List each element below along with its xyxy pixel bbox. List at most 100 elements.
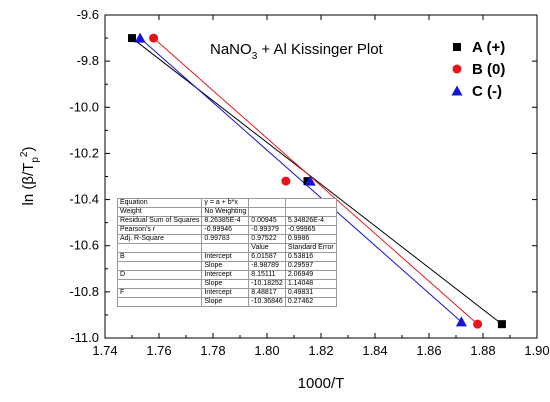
data-point-c	[455, 316, 467, 327]
data-point-b	[281, 176, 291, 186]
data-point-c	[134, 32, 146, 43]
x-axis: 1.74 1.76 1.78 1.80 1.82 1.84 1.86 1.88 1.90	[92, 15, 550, 358]
y-axis: -9.6 -9.8 -10.0 -10.2 -10.4 -10.6 -10.8 -11.0	[69, 7, 537, 345]
x-tick-label: 1.84	[362, 343, 387, 358]
legend-label: B (0)	[472, 61, 505, 78]
table-cell: No Weighting	[201, 207, 250, 217]
table-cell	[116, 243, 203, 253]
table-cell: Residual Sum of Squares	[116, 216, 203, 226]
table-cell: 0.49831	[284, 288, 337, 298]
table-cell: 0.97522	[248, 234, 286, 244]
table-cell: Equation	[116, 198, 203, 208]
table-cell: B	[116, 252, 203, 262]
table-cell: 0.9986	[284, 234, 337, 244]
table-cell: 0.29597	[284, 261, 337, 271]
table-row: Weight No Weighting	[116, 207, 337, 217]
legend-label: A (+)	[472, 39, 505, 56]
fit-lines	[131, 37, 503, 325]
table-row: F Intercept 8.48817 0.49831	[116, 288, 337, 298]
data-point-b	[149, 33, 159, 43]
x-tick-label: 1.82	[308, 343, 333, 358]
table-cell: 1.14048	[284, 279, 337, 289]
table-cell: Slope	[201, 297, 250, 307]
table-row: Pearson's r -0.99946 -0.99379 -0.99965	[116, 225, 337, 235]
table-cell	[116, 297, 203, 307]
table-row: D Intercept 8.15111 2.06949	[116, 270, 337, 280]
table-cell: -10.18252	[248, 279, 286, 289]
y-tick-label: -10.0	[69, 99, 99, 114]
legend: A (+) B (0) C (-)	[451, 39, 505, 100]
table-cell: 8.48817	[248, 288, 286, 298]
table-cell: -0.99379	[248, 225, 286, 235]
data-point-a	[128, 34, 136, 43]
table-row: Slope -10.36846 0.27462	[116, 297, 337, 307]
legend-marker-c	[451, 85, 463, 96]
table-cell: 0.53816	[284, 252, 337, 262]
x-tick-label: 1.74	[92, 343, 117, 358]
table-cell	[116, 279, 203, 289]
table-cell	[248, 198, 286, 208]
table-header-row: Value Standard Error	[116, 243, 337, 253]
x-tick-label: 1.88	[470, 343, 495, 358]
y-axis-title: ln (β/Tp2)	[19, 147, 41, 206]
table-cell: F	[116, 288, 203, 298]
table-row: Equation y = a + b*x	[116, 198, 337, 208]
legend-marker-a	[453, 43, 461, 51]
data-points	[128, 32, 506, 329]
table-row: B Intercept 6.01587 0.53816	[116, 252, 337, 262]
table-cell: 2.06949	[284, 270, 337, 280]
table-cell	[116, 261, 203, 271]
x-tick-label: 1.90	[524, 343, 549, 358]
table-cell: Weight	[116, 207, 203, 217]
table-cell: y = a + b*x	[201, 198, 250, 208]
legend-label: C (-)	[472, 83, 502, 100]
table-cell: Slope	[201, 279, 250, 289]
table-cell: -0.99946	[201, 225, 250, 235]
table-cell	[201, 243, 250, 253]
data-point-c	[304, 175, 316, 186]
table-cell	[248, 207, 286, 217]
table-cell: Adj. R-Square	[116, 234, 203, 244]
table-row: Slope -8.98789 0.29597	[116, 261, 337, 271]
table-cell: Slope	[201, 261, 250, 271]
x-tick-label: 1.86	[416, 343, 441, 358]
x-tick-label: 1.78	[200, 343, 225, 358]
table-cell: 0.00945	[248, 216, 286, 226]
table-cell: Intercept	[201, 270, 250, 280]
table-cell: -10.36846	[248, 297, 286, 307]
chart-title: NaNO3 + Al Kissinger Plot	[210, 41, 384, 62]
y-tick-label: -9.8	[77, 53, 99, 68]
table-cell: Value	[248, 243, 286, 253]
table-cell: 8.26385E-4	[201, 216, 250, 226]
table-cell: Standard Error	[284, 243, 337, 253]
table-cell: Intercept	[201, 288, 250, 298]
x-axis-title: 1000/T	[298, 375, 345, 392]
data-point-a	[497, 320, 506, 329]
table-cell	[284, 198, 337, 208]
fit-line-c	[139, 37, 462, 323]
table-cell: -0.99965	[284, 225, 337, 235]
table-cell: 5.34826E-4	[284, 216, 337, 226]
table-cell: 6.01587	[248, 252, 286, 262]
table-cell: Intercept	[201, 252, 250, 262]
data-point-b	[473, 319, 483, 329]
fit-line-b	[153, 37, 478, 325]
table-cell: Pearson's r	[116, 225, 203, 235]
legend-marker-b	[452, 64, 462, 74]
y-tick-label: -9.6	[77, 7, 99, 22]
table-cell: 0.27462	[284, 297, 337, 307]
y-tick-label: -10.6	[69, 238, 99, 253]
table-row: Slope -10.18252 1.14048	[116, 279, 337, 289]
x-tick-label: 1.76	[146, 343, 171, 358]
fit-results-table: Equation y = a + b*x Weight No Weighting Res…	[116, 198, 337, 307]
x-tick-label: 1.80	[254, 343, 279, 358]
table-cell	[284, 207, 337, 217]
table-row: Residual Sum of Squares 8.26385E-4 0.00945…	[116, 216, 337, 226]
table-row: Adj. R-Square 0.99783 0.97522 0.9986	[116, 234, 337, 244]
y-tick-label: -10.8	[69, 284, 99, 299]
table-cell: 8.15111	[248, 270, 286, 280]
table-cell: D	[116, 270, 203, 280]
table-cell: -8.98789	[248, 261, 286, 271]
y-tick-label: -10.2	[69, 145, 99, 160]
